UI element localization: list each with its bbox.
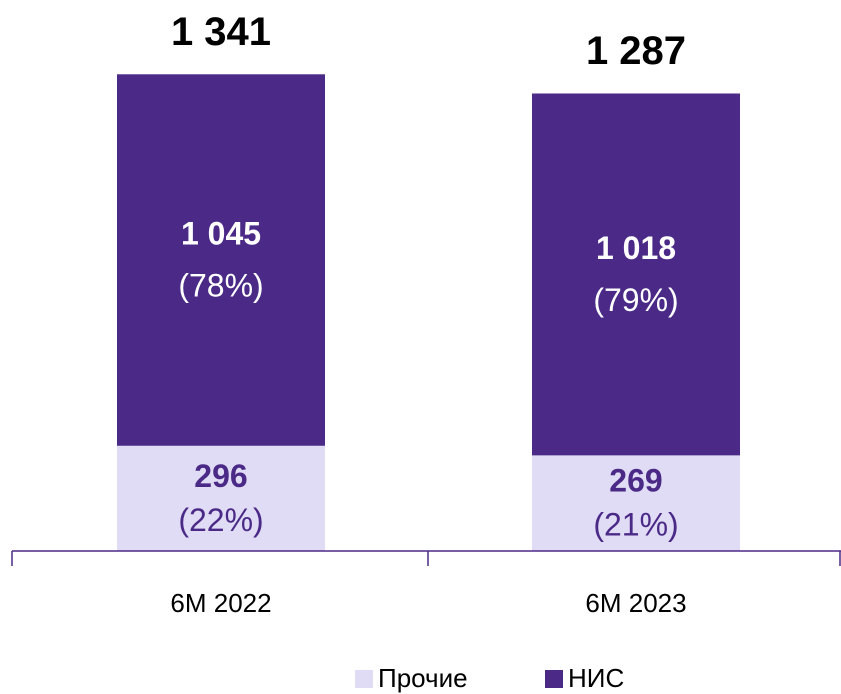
share-label: (22%): [178, 502, 263, 538]
total-label: 1 341: [171, 10, 271, 54]
legend-label: Прочие: [378, 663, 468, 693]
total-label: 1 287: [586, 29, 686, 73]
x-tick-label: 6M 2022: [170, 588, 271, 618]
legend-swatch: [355, 670, 373, 688]
share-label: (79%): [593, 282, 678, 318]
share-label: (78%): [178, 267, 263, 303]
bar-segment: [117, 445, 325, 551]
bar-segment: [532, 455, 740, 551]
value-label: 1 045: [181, 215, 261, 251]
share-label: (21%): [593, 507, 678, 543]
x-tick-label: 6M 2023: [585, 588, 686, 618]
legend-swatch: [545, 670, 563, 688]
bar-segment: [532, 93, 740, 456]
value-label: 296: [194, 458, 247, 494]
value-label: 269: [609, 463, 662, 499]
bar-segment: [117, 74, 325, 446]
legend-label: НИС: [568, 663, 624, 693]
value-label: 1 018: [596, 230, 676, 266]
